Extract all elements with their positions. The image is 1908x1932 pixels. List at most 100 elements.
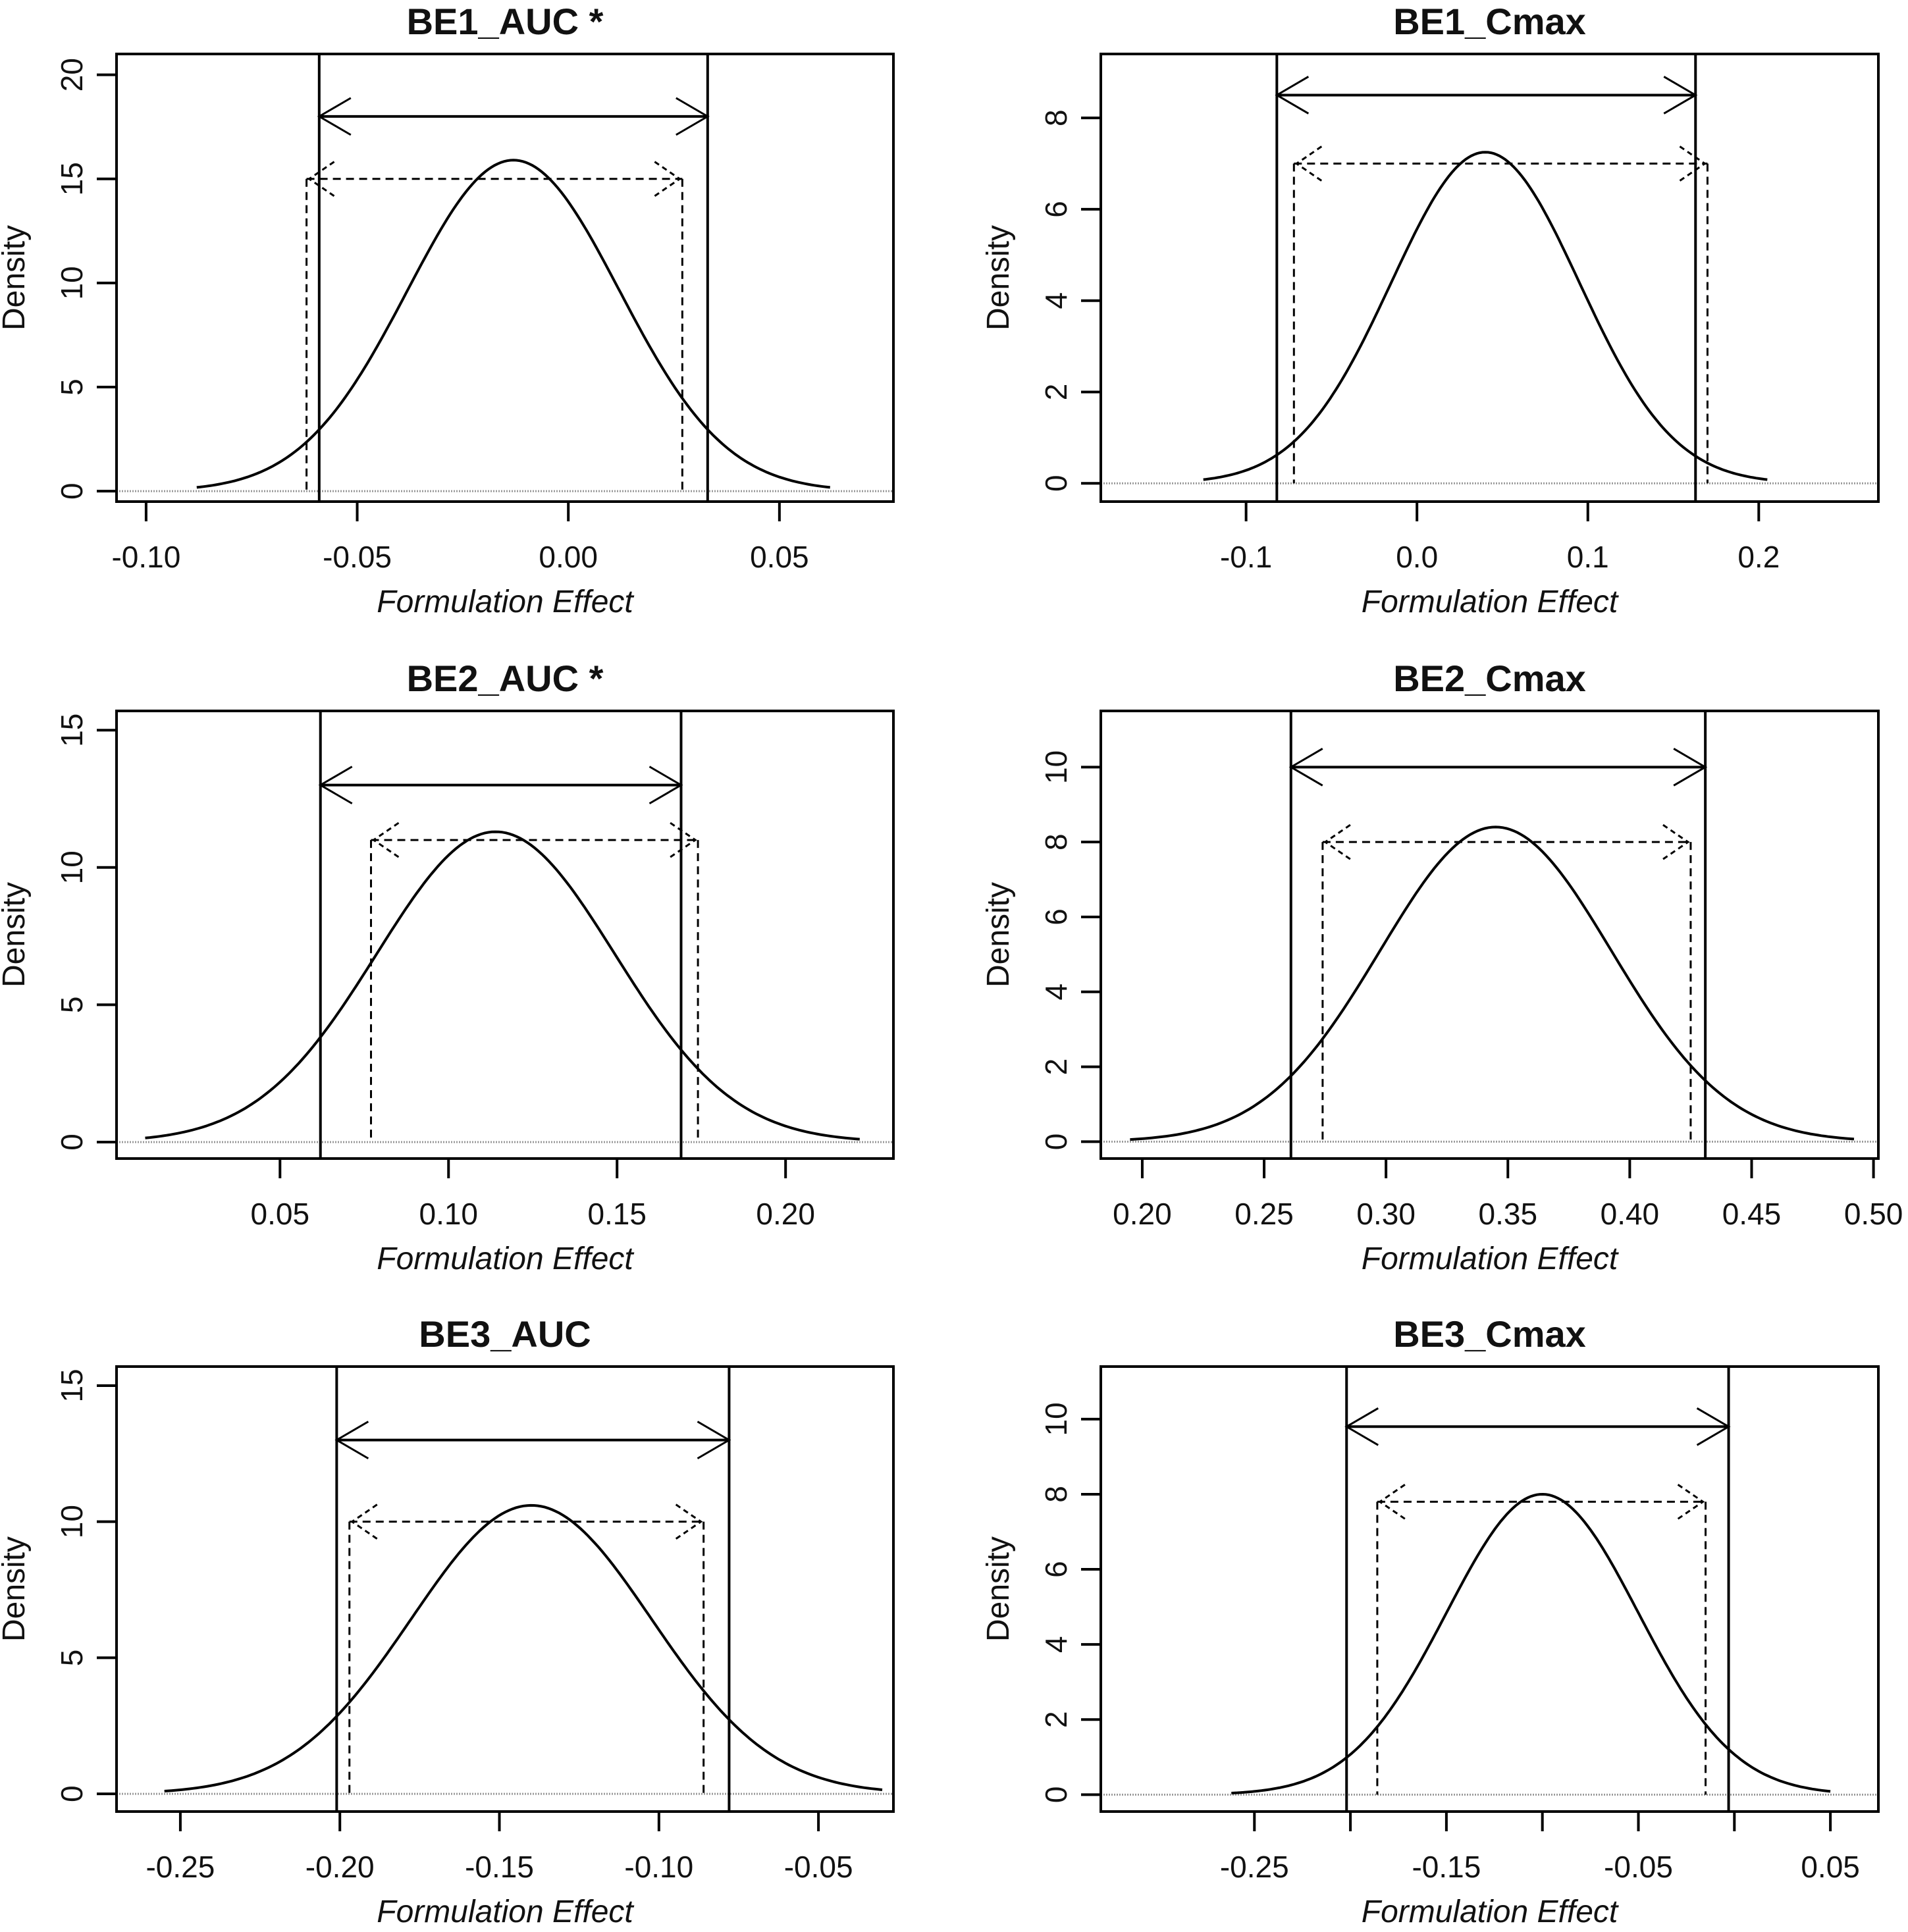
y-axis-label: Density xyxy=(0,1536,32,1642)
density-curve xyxy=(1231,1492,1831,1794)
ci-arrow-left-head xyxy=(307,161,335,197)
x-tick-label: 0.20 xyxy=(1113,1197,1172,1231)
x-tick-label: -0.05 xyxy=(784,1850,853,1884)
x-tick-label: -0.15 xyxy=(1412,1850,1481,1884)
density-curve xyxy=(145,830,860,1141)
y-tick-label: 6 xyxy=(1039,1561,1073,1578)
x-tick-label: -0.15 xyxy=(465,1850,534,1884)
y-tick-label: 4 xyxy=(1039,292,1073,309)
y-axis-label: Density xyxy=(0,882,32,987)
y-tick-label: 10 xyxy=(55,266,89,300)
x-tick-label: 0.0 xyxy=(1396,540,1438,574)
ci-arrow-left-head xyxy=(1294,145,1323,182)
x-tick-label: -0.10 xyxy=(624,1850,693,1884)
x-tick-label: 0.50 xyxy=(1844,1197,1903,1231)
ci-arrow-right-head xyxy=(1662,823,1690,860)
plot-frame xyxy=(1100,710,1880,1160)
y-tick-label: 2 xyxy=(1039,1711,1073,1728)
chart-panel-5: BE3_AUC -0.25 -0.20 -0.15 -0.10 -0.05 Formulat… xyxy=(0,1313,895,1929)
x-tick-label: -0.1 xyxy=(1220,540,1272,574)
plot-frame xyxy=(115,1365,895,1813)
chart-title: BE3_AUC xyxy=(419,1313,591,1355)
chart-panel-3: BE2_AUC * 0.05 0.10 0.15 0.20 Formulation Eff… xyxy=(0,658,895,1276)
density-curve xyxy=(1130,825,1855,1141)
chart-panel-2: BE1_Cmax -0.1 0.0 0.1 0.2 Formulation Effect 0… xyxy=(981,1,1880,619)
y-tick-label: 6 xyxy=(1039,201,1073,218)
ci-arrow-right-head xyxy=(1677,1484,1705,1520)
x-tick-label: 0.20 xyxy=(756,1197,815,1231)
y-axis-label: Density xyxy=(981,1536,1016,1642)
chart-title: BE1_Cmax xyxy=(1393,1,1586,42)
y-tick-label: 10 xyxy=(55,1505,89,1538)
y-tick-label: 4 xyxy=(1039,983,1073,1001)
x-tick-label: 0.2 xyxy=(1737,540,1780,574)
y-tick-label: 8 xyxy=(1039,833,1073,850)
y-tick-label: 0 xyxy=(1039,1134,1073,1151)
x-tick-label: 0.05 xyxy=(251,1197,310,1231)
x-tick-label: 0.25 xyxy=(1234,1197,1294,1231)
y-tick-label: 0 xyxy=(1039,475,1073,492)
x-tick-label: 0.10 xyxy=(419,1197,478,1231)
y-tick-label: 0 xyxy=(55,1785,89,1802)
limit-arrow-left-head xyxy=(334,1421,369,1459)
x-tick-label: 0.00 xyxy=(539,540,598,574)
limit-arrow-right-head xyxy=(1663,76,1698,115)
ci-arrow-right-head xyxy=(670,822,697,858)
y-tick-label: 5 xyxy=(55,997,89,1014)
x-tick-label: 0.40 xyxy=(1601,1197,1660,1231)
chart-panel-6: BE3_Cmax -0.25 -0.15 -0.05 0.05 Formulation E… xyxy=(981,1313,1880,1929)
y-tick-label: 5 xyxy=(55,1650,89,1667)
limit-arrow-left-head xyxy=(1275,76,1310,115)
y-tick-label: 0 xyxy=(1039,1787,1073,1804)
x-axis-label: Formulation Effect xyxy=(377,1241,634,1276)
ci-arrow-right-head xyxy=(654,161,682,197)
x-axis-label: Formulation Effect xyxy=(377,585,634,619)
ci-arrow-right-head xyxy=(1679,145,1707,182)
x-axis-label: Formulation Effect xyxy=(1362,1894,1619,1929)
y-tick-label: 4 xyxy=(1039,1636,1073,1653)
x-tick-label: 0.30 xyxy=(1356,1197,1416,1231)
y-tick-label: 8 xyxy=(1039,1486,1073,1503)
limit-arrow-right-head xyxy=(697,1421,731,1459)
y-tick-label: 0 xyxy=(55,483,89,500)
y-tick-label: 10 xyxy=(1039,1402,1073,1436)
density-curve xyxy=(1203,151,1768,481)
x-tick-label: 0.1 xyxy=(1567,540,1609,574)
limit-arrow-right-head xyxy=(649,766,683,804)
limit-arrow-left-head xyxy=(318,766,353,804)
plot-frame xyxy=(1100,1365,1880,1813)
density-curve xyxy=(164,1503,883,1792)
x-axis-label: Formulation Effect xyxy=(377,1894,634,1929)
x-axis-label: Formulation Effect xyxy=(1362,585,1619,619)
x-tick-label: -0.05 xyxy=(1604,1850,1673,1884)
y-axis-label: Density xyxy=(0,225,32,330)
ci-arrow-left-head xyxy=(1323,823,1351,860)
y-axis-label: Density xyxy=(981,225,1016,330)
ci-arrow-left-head xyxy=(371,822,400,858)
x-tick-label: 0.05 xyxy=(1801,1850,1860,1884)
chart-title: BE1_AUC * xyxy=(407,1,604,42)
limit-arrow-left-head xyxy=(317,97,352,136)
ci-arrow-left-head xyxy=(1378,1484,1406,1520)
y-tick-label: 5 xyxy=(55,379,89,396)
x-tick-label: -0.10 xyxy=(111,540,180,574)
ci-arrow-left-head xyxy=(350,1503,378,1540)
y-tick-label: 10 xyxy=(55,850,89,884)
limit-arrow-right-head xyxy=(676,97,710,136)
x-axis-label: Formulation Effect xyxy=(1362,1241,1619,1276)
x-tick-label: -0.25 xyxy=(146,1850,215,1884)
chart-title: BE2_Cmax xyxy=(1393,658,1586,699)
x-tick-label: 0.35 xyxy=(1479,1197,1538,1231)
limit-arrow-right-head xyxy=(1696,1407,1731,1446)
plot-frame xyxy=(115,53,895,503)
chart-panel-4: BE2_Cmax 0.20 0.25 0.30 0.35 0.40 0.45 0.50 Form… xyxy=(981,658,1903,1276)
limit-arrow-left-head xyxy=(1344,1407,1379,1446)
plot-frame xyxy=(115,710,895,1160)
y-tick-label: 10 xyxy=(1039,750,1073,784)
limit-arrow-left-head xyxy=(1288,748,1323,787)
y-tick-label: 8 xyxy=(1039,109,1073,126)
chart-title: BE2_AUC * xyxy=(407,658,604,699)
y-axis-label: Density xyxy=(981,882,1016,987)
x-tick-label: 0.05 xyxy=(750,540,809,574)
chart-panel-1: BE1_AUC * -0.10 -0.05 0.00 0.05 Formulation E… xyxy=(0,1,895,619)
